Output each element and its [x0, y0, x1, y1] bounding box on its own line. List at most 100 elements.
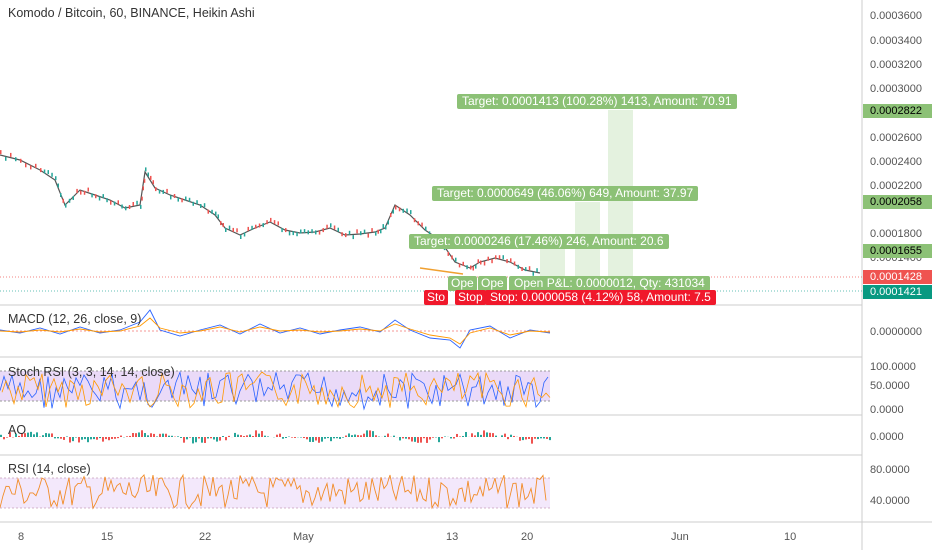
date-label: 15: [101, 531, 114, 543]
ao-bar: [450, 437, 452, 439]
candle: [288, 231, 291, 236]
ao-bar: [3, 437, 5, 440]
ao-bar: [207, 437, 209, 439]
price-series: [0, 154, 541, 274]
candle: [152, 180, 154, 185]
ao-bar: [402, 437, 404, 439]
ao-bar: [21, 433, 23, 437]
candle: [68, 198, 71, 203]
stop-label-3[interactable]: Stop: 0.0000058 (4.12%) 58, Amount: 7.5: [485, 290, 716, 305]
ao-bar: [267, 436, 269, 437]
chart-title: Komodo / Bitcoin, 60, BINANCE, Heikin As…: [8, 6, 255, 20]
ao-bar: [78, 437, 80, 443]
ao-bar: [429, 437, 431, 440]
ao-label: AO: [8, 423, 27, 437]
candle: [341, 232, 343, 237]
price-axis-label: 0.0001800: [870, 228, 922, 240]
candle: [158, 189, 161, 194]
target-label-1[interactable]: Target: 0.0001413 (100.28%) 1413, Amount…: [457, 94, 737, 109]
ao-bar: [459, 436, 461, 437]
ao-bar: [45, 433, 47, 437]
candle: [142, 186, 144, 191]
candle: [392, 209, 394, 214]
candle: [43, 169, 46, 174]
open-label-1[interactable]: Ope: [448, 276, 477, 291]
macd-line: [0, 309, 551, 349]
candle: [451, 255, 453, 260]
candle: [80, 190, 82, 195]
ao-bar: [279, 433, 281, 437]
price-tag: 0.0001428: [863, 270, 932, 284]
ao-bar: [486, 432, 488, 437]
ao-bar: [57, 437, 59, 439]
ao-bar: [348, 433, 350, 437]
stop-label-1[interactable]: Sto: [424, 290, 449, 305]
ao-bar: [336, 437, 338, 439]
candle: [211, 209, 213, 214]
ao-bar: [75, 437, 77, 438]
candle: [143, 178, 146, 183]
ao-bar: [210, 437, 212, 439]
stop-label-2[interactable]: Stop: [455, 290, 486, 305]
price-axis-label: 0.0003400: [870, 35, 922, 47]
candle: [270, 217, 272, 222]
candle: [40, 168, 42, 173]
ao-bar: [345, 435, 347, 437]
price-axis-label: 0.0003200: [870, 59, 922, 71]
date-label: 10: [784, 531, 797, 543]
ao-bar: [462, 435, 464, 437]
ao-bar: [501, 435, 503, 437]
candle: [330, 223, 332, 228]
ao-bar: [33, 434, 35, 437]
ao-bar: [291, 437, 293, 438]
candle: [132, 202, 134, 206]
target-label-3[interactable]: Target: 0.0000246 (17.46%) 246, Amount: …: [409, 234, 669, 249]
candle: [173, 194, 176, 198]
ao-bar: [165, 433, 167, 437]
ao-bar: [63, 437, 65, 440]
candle: [410, 210, 412, 215]
candle: [251, 225, 253, 230]
candle: [532, 271, 534, 276]
open-label-2[interactable]: Ope: [478, 276, 507, 291]
candle: [380, 229, 382, 234]
ao-bar: [444, 436, 446, 437]
ao-bar: [540, 437, 542, 439]
target-zone-3: [540, 248, 565, 280]
ao-bar: [18, 435, 20, 437]
price-axis-label: 0.0003000: [870, 83, 922, 95]
ao-bar: [264, 435, 266, 437]
candle: [480, 260, 482, 265]
ao-bar: [360, 435, 362, 437]
ao-bar: [357, 435, 359, 437]
ao-bar: [387, 433, 389, 437]
ao-bar: [513, 435, 515, 437]
ao-axis-label: 0.0000: [870, 431, 904, 443]
candle: [262, 223, 264, 228]
candle: [15, 157, 17, 162]
candle: [192, 201, 194, 206]
stoch-axis-label: 0.0000: [870, 404, 904, 416]
candle: [232, 227, 234, 232]
ao-bar: [99, 437, 101, 439]
candle: [98, 196, 101, 201]
ao-bar: [144, 433, 146, 437]
open-label-3[interactable]: Open P&L: 0.0000012, Qty: 431034: [509, 276, 710, 291]
ao-bar: [546, 437, 548, 439]
ao-bar: [525, 437, 527, 440]
candle: [51, 172, 53, 177]
target-label-2[interactable]: Target: 0.0000649 (46.06%) 649, Amount: …: [432, 186, 699, 201]
ao-bar: [399, 437, 401, 441]
candle: [128, 205, 131, 209]
candle: [413, 218, 416, 223]
rsi-axis-label: 80.0000: [870, 464, 910, 476]
ao-bar: [120, 435, 122, 437]
ao-bar: [66, 436, 68, 437]
ao-bar: [225, 437, 227, 441]
ao-bar: [492, 433, 494, 437]
ao-bar: [303, 437, 305, 439]
candle: [65, 203, 67, 208]
ao-bar: [96, 437, 98, 440]
stoch-k-line: [0, 370, 549, 411]
